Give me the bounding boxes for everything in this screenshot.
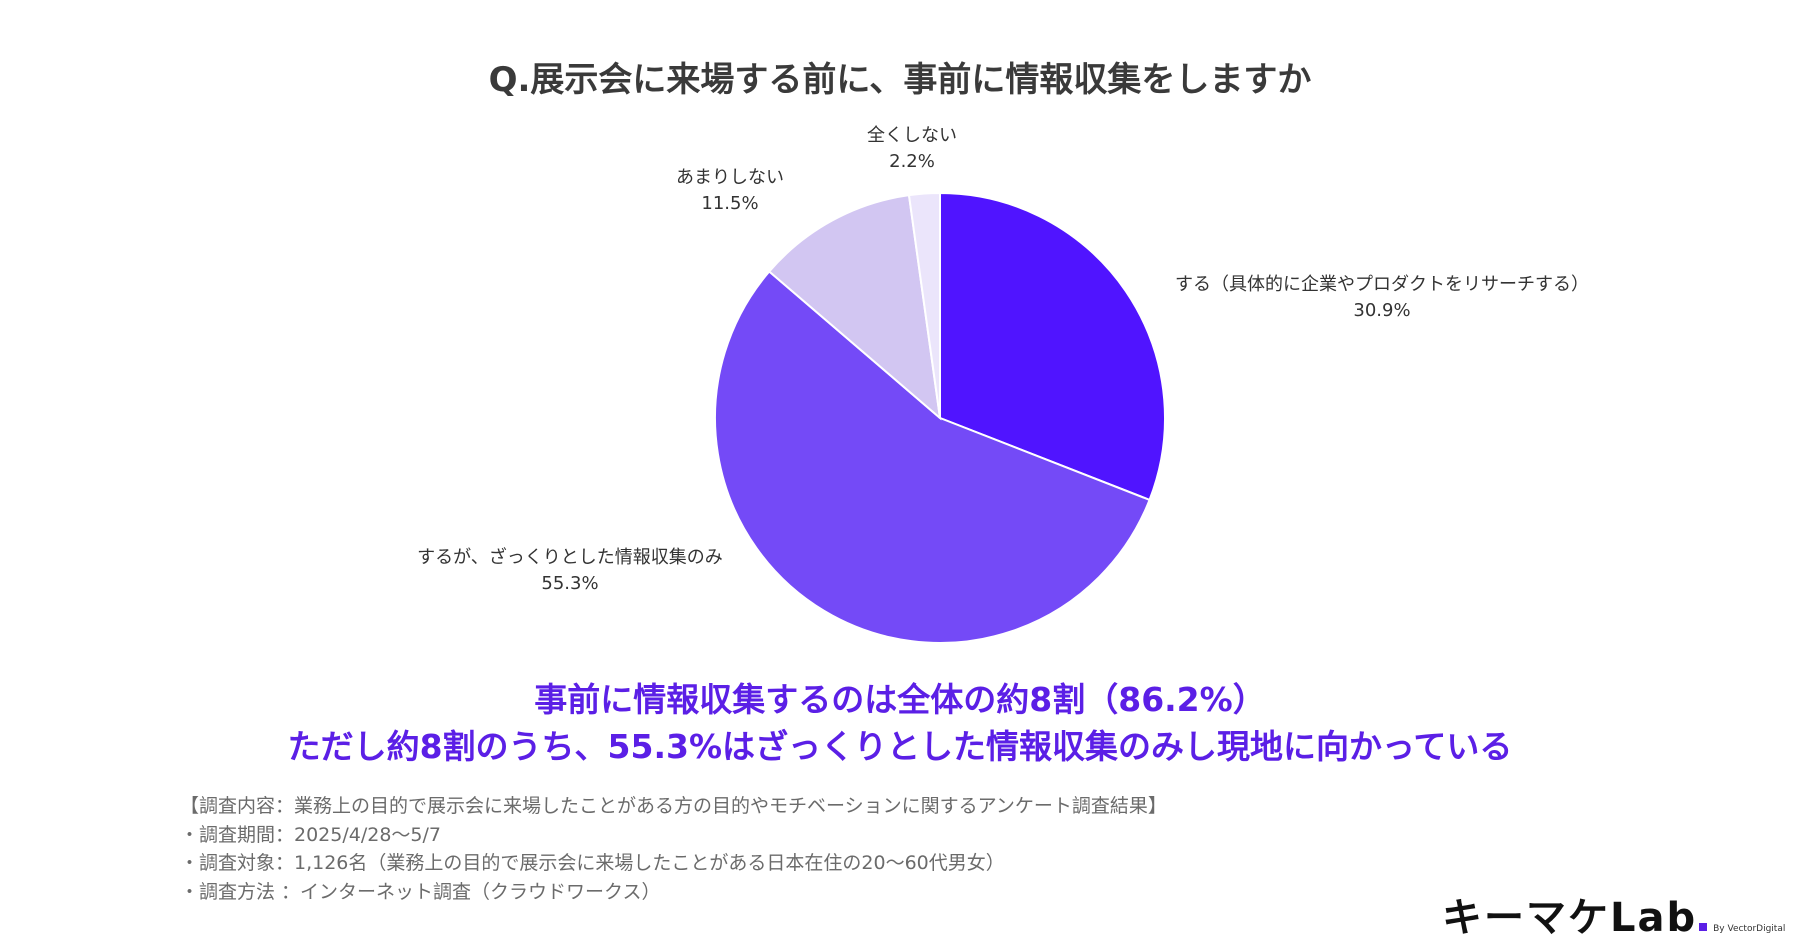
summary-line-1: 事前に情報収集するのは全体の約8割（86.2%） — [534, 680, 1266, 719]
pie-labels: する（具体的に企業やプロダクトをリサーチする） 30.9% するが、ざっくりとした情… — [417, 125, 1589, 594]
slice-zakkuri — [714, 270, 1151, 644]
slice-label: する（具体的に企業やプロダクトをリサーチする） — [1175, 274, 1589, 295]
logo-text: キーマケLab — [1442, 895, 1698, 941]
slice-suru — [939, 191, 1166, 502]
summary-line-2: ただし約8割のうち、55.3%はざっくりとした情報収集のみし現地に向かっている — [287, 727, 1513, 766]
pie-slices — [714, 191, 1166, 644]
logo-byline: By VectorDigital — [1713, 924, 1786, 934]
survey-note-period: ・調査期間：2025/4/28〜5/7 — [180, 823, 441, 846]
survey-note-content: 【調査内容：業務上の目的で展示会に来場したことがある方の目的やモチベーションに関… — [180, 795, 1167, 817]
chart-title: Q.展示会に来場する前に、事前に情報収集をしますか — [488, 60, 1312, 100]
brand-logo: キーマケLab By VectorDigital — [1442, 885, 1785, 943]
survey-note-method: ・調査方法 ：インターネット調査（クラウドワークス） — [180, 880, 661, 903]
survey-notes: 【調査内容：業務上の目的で展示会に来場したことがある方の目的やモチベーションに関… — [180, 792, 1167, 906]
slice-value-label: 55.3% — [541, 573, 598, 594]
slice-value-label: 2.2% — [889, 151, 935, 172]
slice-value-label: 30.9% — [1353, 300, 1410, 321]
slice-label: するが、ざっくりとした情報収集のみ — [417, 546, 723, 568]
slice-amari — [767, 194, 942, 421]
slice-label: あまりしない — [676, 167, 784, 188]
slice-label: 全くしない — [867, 125, 957, 146]
slice-value-label: 11.5% — [701, 193, 758, 214]
survey-note-target: ・調査対象：1,126名（業務上の目的で展示会に来場したことがある日本在住の20… — [180, 852, 1005, 874]
slice-mattaku — [907, 191, 941, 419]
logo-dot-icon — [1699, 923, 1708, 931]
